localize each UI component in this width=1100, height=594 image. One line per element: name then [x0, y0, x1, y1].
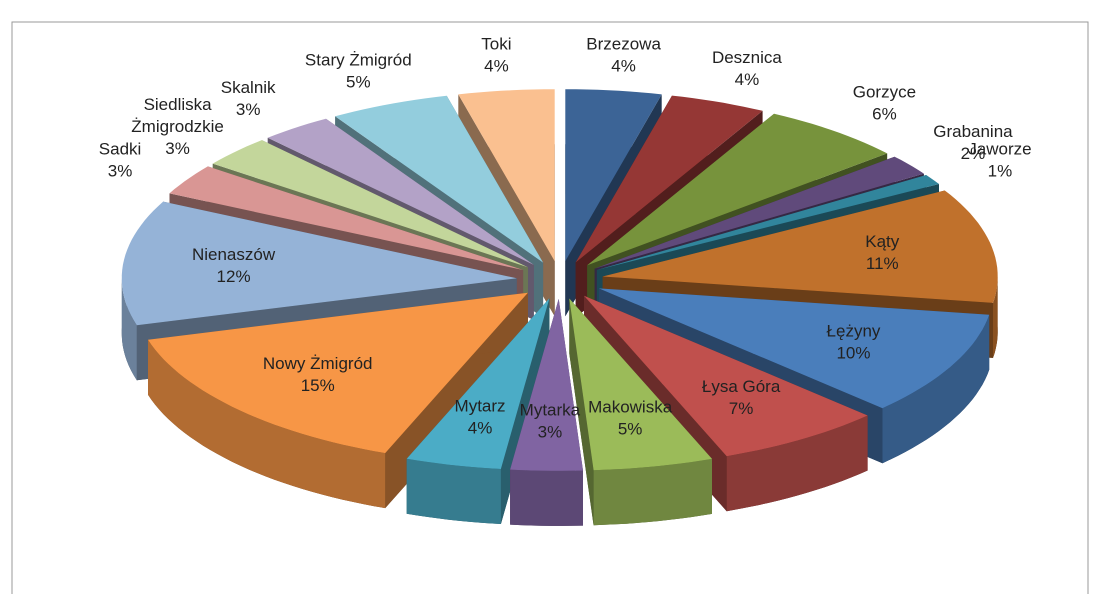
- label-value: 3%: [165, 140, 190, 159]
- slice-wall: [593, 458, 712, 526]
- label-name: Nowy Żmigród: [263, 355, 373, 374]
- data-label: Toki 4%: [481, 35, 511, 76]
- label-value: 3%: [108, 162, 133, 181]
- slice-wall: [510, 469, 583, 526]
- slice-top: [569, 298, 712, 471]
- label-value: 12%: [217, 267, 251, 286]
- data-label: Siedliska Żmigrodzkie 3%: [131, 96, 224, 159]
- slice-top: [598, 288, 990, 409]
- label-name: Grabanina: [933, 123, 1013, 142]
- label-name: Toki: [481, 35, 511, 54]
- data-label: Jaworze 1%: [968, 140, 1031, 181]
- slice-wall: [993, 276, 998, 358]
- label-value: 6%: [872, 105, 897, 124]
- slice-top: [510, 298, 583, 471]
- slice-top: [458, 89, 555, 262]
- data-label: Kąty 11%: [865, 232, 900, 273]
- label-name: Łężyny: [827, 322, 881, 341]
- slice-top: [594, 156, 924, 269]
- slice-top: [267, 118, 534, 265]
- label-value: 3%: [538, 423, 563, 442]
- label-value: 5%: [618, 420, 643, 439]
- slice-top: [406, 298, 550, 469]
- data-label: Nienaszów 12%: [192, 245, 276, 286]
- slice-wall: [121, 278, 137, 381]
- slice-wall: [406, 458, 501, 524]
- label-value: 4%: [484, 57, 509, 76]
- label-value: 10%: [836, 344, 870, 363]
- label-value: 5%: [346, 73, 371, 92]
- label-name: Mytarz: [455, 397, 506, 416]
- label-value: 3%: [236, 101, 261, 120]
- data-label: Makowiska 5%: [588, 398, 673, 439]
- label-name: Jaworze: [968, 140, 1031, 159]
- data-label: Mytarz 4%: [455, 397, 506, 438]
- label-value: 1%: [988, 162, 1013, 181]
- slice-top: [587, 113, 888, 266]
- slice-wall: [148, 339, 386, 509]
- data-label: Stary Żmigród 5%: [305, 51, 412, 92]
- label-name: Makowiska: [588, 398, 673, 417]
- data-label: Nowy Żmigród 15%: [263, 355, 373, 396]
- label-name: Nienaszów: [192, 245, 276, 264]
- label-value: 4%: [735, 70, 760, 89]
- slice-top: [212, 140, 528, 268]
- data-label: Desznica 4%: [712, 48, 782, 89]
- slice-top: [565, 89, 662, 262]
- data-label: Sadki 3%: [99, 140, 142, 181]
- label-value: 11%: [866, 254, 899, 273]
- slice-side: [569, 298, 594, 526]
- data-label: Łysa Góra 7%: [702, 377, 781, 418]
- label-value: 15%: [301, 377, 335, 396]
- data-label: Brzezowa 4%: [586, 35, 661, 76]
- label-name: Mytarka: [520, 401, 581, 420]
- label-name-part: Żmigrodzkie: [131, 118, 224, 137]
- label-value: 7%: [729, 399, 754, 418]
- slice-top: [148, 292, 528, 454]
- label-name: Kąty: [865, 232, 900, 251]
- slice-top: [584, 295, 868, 457]
- data-label: Skalnik 3%: [221, 79, 276, 120]
- label-name: Brzezowa: [586, 35, 661, 54]
- pie-slice: [569, 298, 712, 526]
- slice-wall: [726, 415, 868, 512]
- slice-wall: [882, 314, 990, 464]
- slice-top: [602, 190, 998, 303]
- label-name: Łysa Góra: [702, 377, 781, 396]
- data-label: Mytarka 3%: [520, 401, 581, 442]
- label-name-part: Siedliska: [144, 96, 213, 115]
- pie-slice: [510, 298, 583, 526]
- label-name: Desznica: [712, 48, 782, 67]
- slice-top: [335, 95, 544, 263]
- slice-top: [575, 95, 763, 263]
- label-value: 4%: [611, 57, 636, 76]
- label-name: Gorzyce: [853, 83, 916, 102]
- label-name: Sadki: [99, 140, 142, 159]
- data-label: Łężyny 10%: [827, 322, 881, 363]
- slice-top: [121, 201, 517, 326]
- slice-top: [596, 175, 939, 270]
- label-value: 4%: [468, 419, 493, 438]
- data-label: Gorzyce 6%: [853, 83, 916, 124]
- label-name: Stary Żmigród: [305, 51, 412, 70]
- label-value: 2%: [961, 145, 986, 164]
- label-name: Skalnik: [221, 79, 276, 98]
- data-label: Grabanina 2%: [933, 123, 1013, 164]
- slice-top: [169, 166, 524, 270]
- pie-slice: [406, 298, 550, 524]
